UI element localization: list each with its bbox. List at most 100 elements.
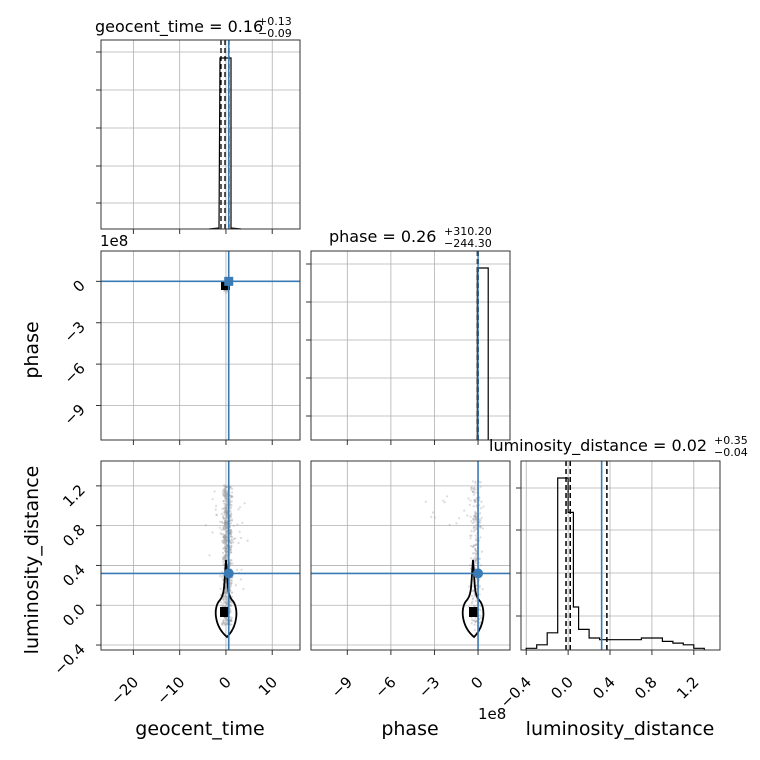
sample-point	[475, 518, 478, 521]
sample-point	[480, 617, 483, 620]
sample-point	[226, 554, 229, 557]
sample-point	[229, 603, 232, 607]
sample-point	[470, 622, 473, 625]
sample-point	[219, 593, 222, 597]
sample-point	[221, 520, 224, 523]
sample-point	[223, 524, 226, 527]
sample-point	[221, 491, 224, 494]
sample-point	[474, 616, 477, 620]
sample-point	[239, 578, 242, 581]
sample-point	[229, 600, 232, 603]
sample-point	[224, 552, 227, 555]
sample-point	[224, 496, 227, 499]
sample-point	[473, 623, 476, 626]
sample-point	[223, 593, 226, 596]
sample-point	[222, 516, 225, 519]
sample-point	[222, 558, 225, 561]
sample-point	[222, 597, 225, 600]
sample-point	[224, 494, 227, 498]
sample-point	[230, 620, 233, 623]
axes-frame	[520, 460, 721, 651]
sample-point	[229, 581, 232, 584]
sample-point	[230, 623, 233, 626]
sample-point	[472, 619, 475, 622]
sample-point	[223, 556, 226, 559]
sample-point	[225, 523, 228, 527]
sample-point	[229, 551, 232, 554]
sample-point	[229, 600, 232, 604]
sample-point	[224, 554, 227, 557]
sample-point	[225, 506, 228, 509]
sample-point	[224, 540, 227, 543]
sample-point	[229, 501, 232, 504]
sample-point	[221, 623, 224, 627]
sample-point	[222, 526, 225, 529]
sample-point	[480, 550, 483, 553]
sample-point	[221, 604, 224, 607]
sample-point	[223, 597, 226, 601]
sample-point	[238, 506, 242, 509]
sample-point	[223, 289, 226, 293]
sample-point	[472, 518, 475, 521]
sample-point	[473, 515, 476, 518]
sample-point	[214, 508, 217, 511]
sample-point	[470, 602, 473, 605]
sample-point	[472, 518, 475, 521]
sample-point	[222, 547, 225, 550]
sample-point	[221, 507, 224, 511]
sample-point	[224, 537, 227, 540]
sample-point	[474, 500, 477, 504]
sample-point	[474, 516, 477, 519]
sample-point	[230, 504, 233, 507]
sample-point	[224, 523, 227, 526]
sample-point	[225, 513, 228, 516]
sample-point	[222, 499, 225, 503]
sample-point	[222, 604, 225, 608]
x-tick-label: 1.2	[673, 673, 703, 703]
sample-point	[479, 485, 482, 488]
sample-point	[208, 554, 211, 557]
sample-point	[225, 514, 228, 517]
x-tick-label: 0.0	[547, 673, 577, 703]
sample-point	[229, 616, 232, 619]
sample-point	[242, 587, 245, 591]
sample-point	[229, 494, 232, 497]
sample-point	[225, 622, 228, 625]
sample-point	[473, 499, 476, 502]
x-tick-label: 0.8	[631, 673, 661, 703]
sample-point	[473, 530, 476, 533]
sample-point	[469, 567, 472, 570]
sample-point	[225, 531, 228, 534]
sample-point	[237, 541, 240, 545]
sample-point	[223, 537, 226, 541]
sample-point	[221, 560, 225, 563]
panel-luminosity-distance-vs-geocent-time: −0.4 0.0 0.4 0.8 1.2 −20 −10 0 10	[50, 460, 301, 708]
sample-point	[224, 488, 227, 491]
sample-point	[229, 522, 232, 525]
sample-point	[225, 602, 229, 606]
sample-point	[211, 531, 214, 534]
sample-point	[230, 514, 233, 518]
sample-point	[473, 557, 476, 560]
sample-point	[229, 589, 232, 592]
sample-point	[225, 601, 228, 605]
y-tick-label: −6	[60, 359, 88, 387]
sample-point	[231, 536, 234, 539]
sample-point	[230, 582, 233, 585]
sample-point	[430, 515, 433, 519]
sample-point	[475, 620, 478, 623]
sample-point	[222, 539, 225, 542]
sample-point	[223, 525, 226, 528]
sample-point	[223, 555, 226, 559]
sample-point	[475, 537, 478, 540]
sample-point	[229, 544, 232, 547]
sample-point	[226, 529, 229, 533]
sample-point	[229, 529, 232, 533]
sample-point	[475, 517, 478, 520]
sample-point	[223, 487, 226, 491]
sample-point	[480, 507, 483, 510]
sample-point	[229, 541, 232, 544]
sample-point	[225, 520, 228, 523]
sample-point	[225, 552, 228, 555]
sample-point	[230, 495, 233, 498]
